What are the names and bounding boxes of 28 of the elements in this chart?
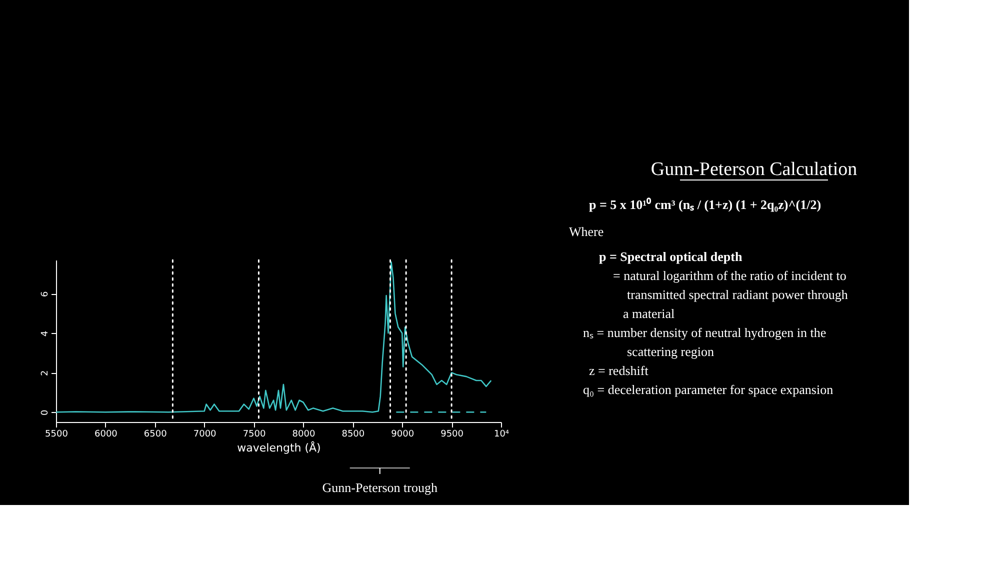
text: = natural logarithm of the ratio of incident to (613, 268, 846, 283)
x-tick-label: 7500 (242, 430, 266, 440)
x-tick-label: 10⁴ (494, 430, 510, 440)
text: scattering region (627, 344, 714, 359)
x-tick-label: 6000 (94, 430, 118, 440)
x-tick-label: 5500 (45, 430, 68, 440)
x-tick-label: 8000 (292, 430, 316, 440)
y-tick-label: 6 (40, 290, 50, 297)
y-tick-label: 4 (40, 330, 50, 336)
annotation: Gunn-Peterson trough (322, 480, 438, 495)
text: transmitted spectral radiant power through (627, 287, 848, 302)
x-tick-label: 8500 (342, 430, 365, 440)
text: p = Spectral optical depth (599, 249, 743, 264)
x-tick-label: 6500 (144, 430, 168, 440)
text: q₀ = deceleration parameter for space expansion (583, 382, 834, 397)
x-tick-label: 7000 (193, 430, 217, 440)
x-axis-title: wavelength (Å) (237, 440, 321, 454)
y-tick-label: 0 (40, 409, 50, 416)
x-tick-label: 9000 (391, 430, 414, 440)
x-tick-label: 9500 (440, 430, 464, 440)
text: nₛ = number density of neutral hydrogen in the (583, 325, 826, 340)
text: p = 5 x 10¹⁰ cm³ (nₛ / (1+z) (1 + 2q₀z)^(1/2) (589, 197, 822, 212)
line-series (55, 261, 492, 413)
y-tick-label: 2 (40, 370, 50, 376)
text: Where (569, 224, 604, 239)
text: Gunn-Peterson Calculation (650, 159, 858, 180)
text: z = redshift (589, 363, 649, 378)
text: a material (623, 306, 675, 321)
